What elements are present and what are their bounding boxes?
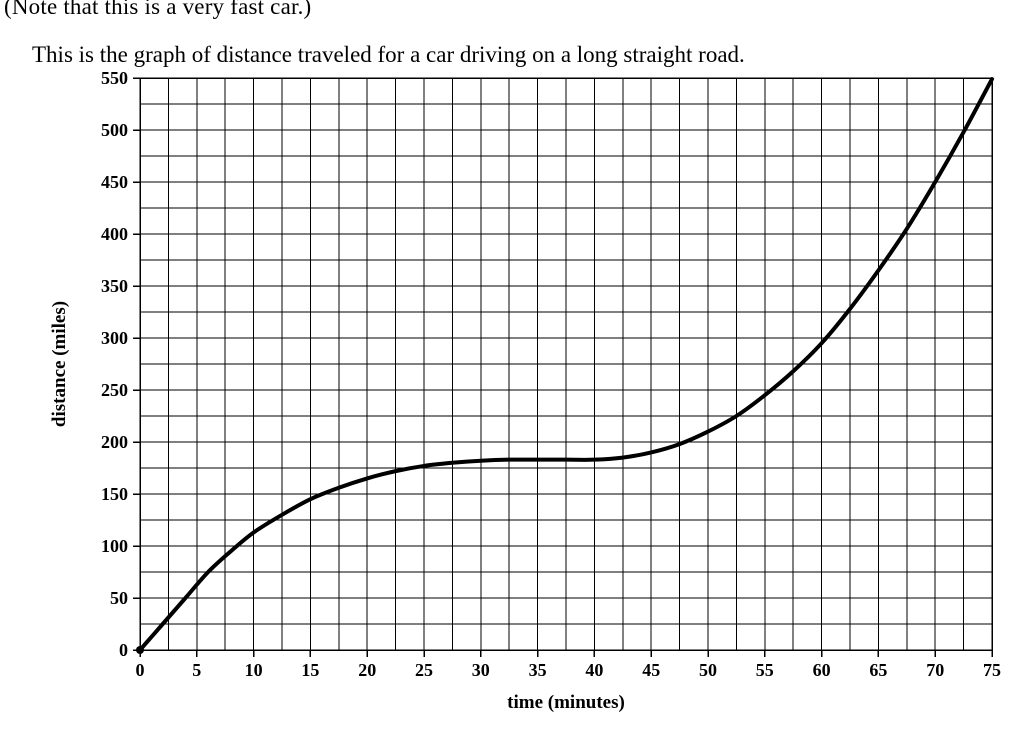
x-tick-label: 55 bbox=[756, 660, 774, 680]
y-tick-label: 550 bbox=[101, 70, 128, 88]
x-tick-label: 75 bbox=[983, 660, 1001, 680]
x-tick-label: 60 bbox=[813, 660, 831, 680]
x-tick-label: 40 bbox=[585, 660, 603, 680]
y-tick-label: 400 bbox=[101, 224, 128, 244]
x-tick-label: 45 bbox=[642, 660, 660, 680]
curve-start-point bbox=[136, 646, 144, 654]
y-tick-label: 250 bbox=[101, 380, 128, 400]
note-text: (Note that this is a very fast car.) bbox=[4, 0, 311, 20]
y-tick-label: 50 bbox=[110, 588, 128, 608]
x-tick-label: 20 bbox=[358, 660, 376, 680]
x-tick-label: 65 bbox=[869, 660, 887, 680]
y-tick-label: 300 bbox=[101, 328, 128, 348]
x-tick-label: 25 bbox=[415, 660, 433, 680]
x-axis-label: time (minutes) bbox=[507, 692, 625, 713]
x-tick-label: 30 bbox=[472, 660, 490, 680]
x-tick-label: 10 bbox=[245, 660, 263, 680]
y-tick-label: 200 bbox=[101, 432, 128, 452]
x-tick-label: 15 bbox=[301, 660, 319, 680]
y-tick-label: 450 bbox=[101, 172, 128, 192]
distance-time-chart: 0 5 10 15 20 25 30 35 40 45 50 55 60 65 70 75 0 50 100 150 2… bbox=[0, 70, 1024, 737]
chart-svg: 0 5 10 15 20 25 30 35 40 45 50 55 60 65 70 75 0 50 100 150 2… bbox=[0, 70, 1024, 737]
x-tick-label: 50 bbox=[699, 660, 717, 680]
y-tick-label: 100 bbox=[101, 536, 128, 556]
x-tick-label: 70 bbox=[926, 660, 944, 680]
y-axis-label: distance (miles) bbox=[49, 301, 70, 427]
y-tick-label: 500 bbox=[101, 120, 128, 140]
y-tick-label: 0 bbox=[119, 640, 128, 660]
caption-text: This is the graph of distance traveled f… bbox=[32, 42, 745, 68]
x-tick-label: 35 bbox=[529, 660, 547, 680]
x-tick-label: 5 bbox=[192, 660, 201, 680]
page-root: (Note that this is a very fast car.) Thi… bbox=[0, 0, 1024, 737]
y-tick-label: 350 bbox=[101, 276, 128, 296]
y-tick-label: 150 bbox=[101, 484, 128, 504]
x-tick-label: 0 bbox=[136, 660, 145, 680]
